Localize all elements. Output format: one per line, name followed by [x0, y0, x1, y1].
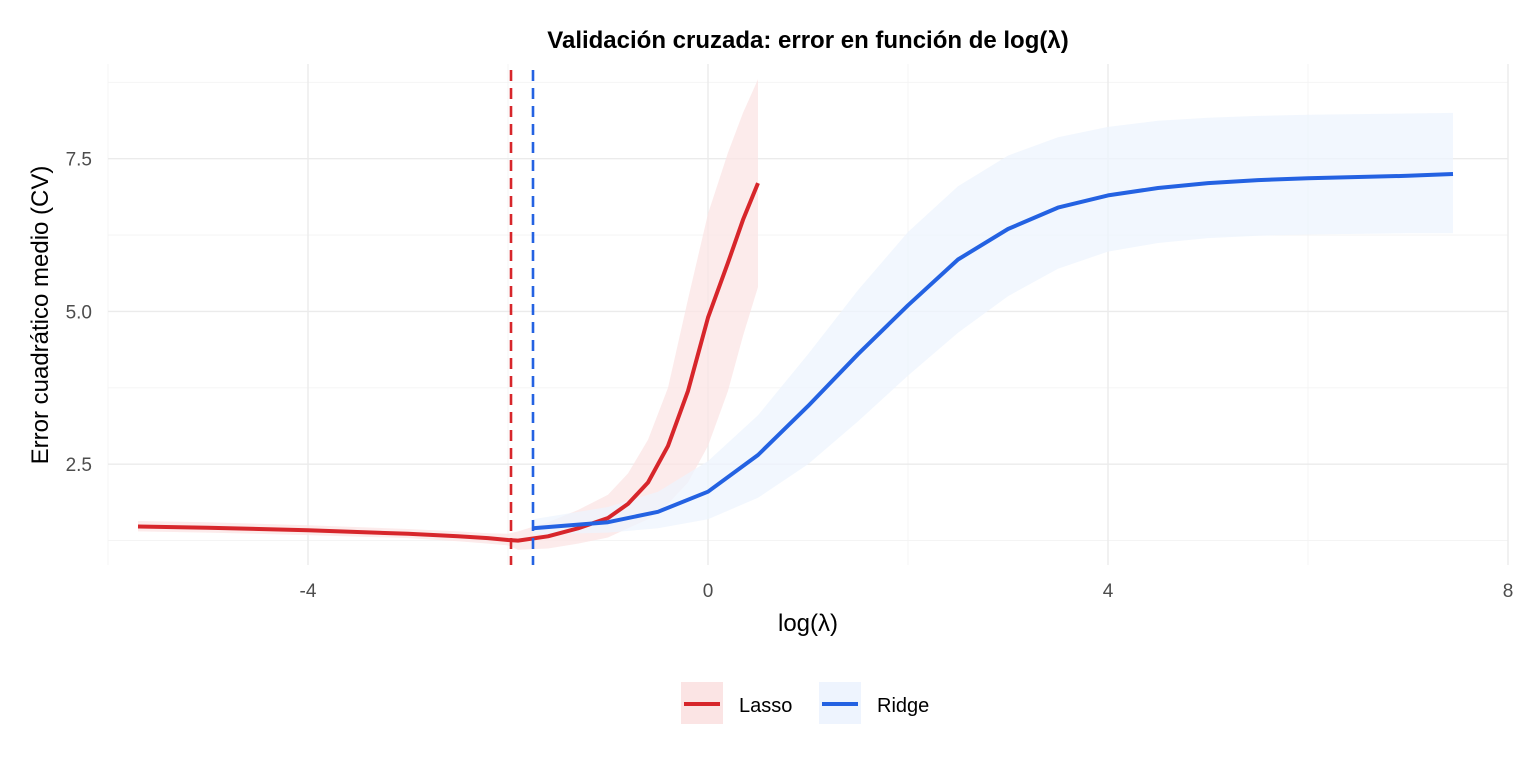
- legend: Lasso Ridge: [681, 682, 929, 724]
- confidence-bands: [138, 79, 1453, 550]
- x-axis-title: log(λ): [778, 610, 838, 637]
- band-ridge: [533, 112, 1453, 535]
- x-axis-ticks: -4 0 4 8: [300, 581, 1514, 602]
- y-tick-label: 2.5: [66, 455, 92, 476]
- x-tick-label: 8: [1503, 581, 1514, 602]
- band-lasso: [138, 79, 758, 550]
- line-lasso: [137, 182, 760, 543]
- y-tick-label: 7.5: [66, 150, 92, 171]
- optimal-lambda-lines: [509, 70, 535, 565]
- y-axis-ticks: 2.5 5.0 7.5: [66, 150, 92, 476]
- y-tick-label: 5.0: [66, 302, 92, 323]
- y-axis-title: Error cuadrático medio (CV): [27, 166, 54, 465]
- legend-label-ridge: Ridge: [877, 695, 929, 717]
- legend-label-lasso: Lasso: [739, 695, 792, 717]
- x-tick-label: -4: [300, 581, 317, 602]
- x-tick-label: 4: [1103, 581, 1114, 602]
- x-tick-label: 0: [703, 581, 714, 602]
- line-ridge: [532, 172, 1454, 531]
- series-lines: [137, 172, 1454, 543]
- chart-title: Validación cruzada: error en función de …: [547, 27, 1068, 54]
